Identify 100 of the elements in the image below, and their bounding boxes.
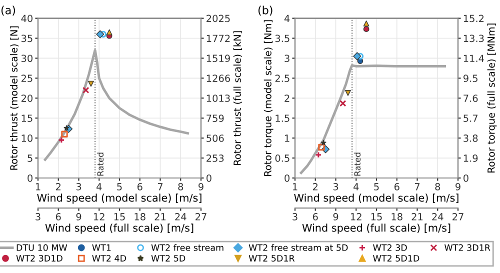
point	[345, 90, 351, 96]
y-tick-label: 25	[21, 74, 32, 82]
y2-tick-label: 1.9	[464, 154, 478, 162]
y-tick-label: 1.5	[276, 114, 290, 122]
x-tick-label: 2	[312, 183, 318, 190]
y-tick-label: 4	[284, 14, 290, 22]
point	[58, 136, 65, 144]
y-tick-label: 2.5	[275, 74, 290, 82]
x2-tick-label: 24	[432, 213, 444, 220]
x2-tick-label: 15	[371, 213, 382, 220]
y-axis-title: Rotor thrust (model scale) [N]	[10, 26, 19, 170]
chart-title: (a)	[1, 6, 16, 16]
x-axis-title: Wind speed (model scale) [m/s]	[294, 194, 458, 204]
point	[64, 125, 70, 131]
y2-tick-label: 5.7	[464, 114, 478, 122]
y-tick-label: 10	[22, 134, 32, 142]
y2-tick-label: 15.2	[464, 14, 484, 22]
point	[88, 80, 94, 87]
chart-title: (b)	[258, 6, 272, 16]
x2-tick-label: 21	[154, 213, 166, 220]
y2-tick-label: 1266	[206, 74, 230, 82]
x-axis-title: Wind speed (model scale) [m/s]	[37, 194, 202, 204]
point	[82, 86, 90, 94]
point	[353, 52, 362, 60]
legend-label: DTU 10 MW	[16, 244, 68, 251]
x-tick-label: 5	[374, 183, 379, 190]
point	[340, 100, 346, 107]
legend-label: WT2 free stream at 5D	[248, 244, 348, 251]
y2-tick-label: 1013	[206, 94, 230, 102]
x2-tick-label: 27	[196, 213, 206, 220]
x2-tick-label: 18	[134, 213, 146, 220]
x2-tick-label: 3	[36, 213, 40, 220]
legend-label: WT2 3D1R	[444, 244, 490, 251]
y-tick-label: 5	[28, 154, 32, 162]
point	[315, 151, 322, 158]
x2-tick-label: 3	[292, 213, 298, 220]
x2-tick-label: 18	[392, 213, 402, 220]
y2-tick-label: 0	[464, 174, 468, 182]
y-tick-label: 3	[284, 54, 290, 62]
x-tick-label: 7	[158, 183, 163, 190]
ref-line-label: Rated	[354, 152, 361, 176]
y-tick-label: 2	[284, 94, 290, 102]
y2-tick-label: 3.8	[464, 134, 478, 142]
y2-tick-label: 1772	[206, 34, 230, 42]
legend-label: WT2 4D	[92, 254, 126, 262]
x-tick-label: 3	[76, 183, 82, 190]
legend-label: WT2 3D1D	[16, 254, 62, 262]
ref-line-label: Rated	[97, 152, 104, 176]
x-tick-label: 1	[36, 183, 40, 190]
legend-label: WT1	[92, 244, 111, 251]
point	[318, 144, 325, 151]
x-tick-label: 6	[394, 183, 400, 190]
y-tick-label: 0	[284, 174, 290, 182]
x2-tick-label: 6	[56, 213, 61, 220]
x-tick-label: 7	[414, 183, 420, 190]
point	[96, 30, 104, 38]
x2-tick-label: 12	[351, 213, 362, 220]
y2-tick-label: 253	[206, 154, 224, 162]
x-tick-label: 8	[435, 183, 440, 190]
point	[363, 26, 370, 32]
y2-tick-label: 759	[206, 114, 224, 122]
legend-label: WT2 5D1D	[373, 254, 420, 262]
y-tick-label: 15	[22, 114, 32, 122]
x2-tick-label: 9	[333, 213, 338, 220]
x-tick-label: 1	[292, 183, 298, 190]
y-tick-label: 40	[21, 14, 32, 22]
point	[61, 130, 68, 138]
x2-tick-label: 15	[114, 213, 125, 220]
y-tick-label: 20	[21, 94, 32, 102]
legend-label: WT2 5D1R	[248, 254, 295, 262]
y-axis-title: Rotor torque (model scale) [Nm]	[264, 20, 274, 176]
y2-tick-label: 7.6	[464, 94, 478, 102]
y2-tick-label: 9.5	[463, 74, 478, 82]
x-tick-label: 8	[178, 183, 184, 190]
x2-tick-label: 27	[452, 213, 464, 220]
y-tick-label: 3.5	[275, 34, 290, 42]
y2-tick-label: 0	[206, 174, 212, 182]
x2-tick-label: 9	[76, 213, 82, 220]
legend-label: WT2 3D	[373, 244, 407, 251]
x2-tick-label: 24	[175, 213, 186, 220]
y2-axis-title: Rotor torque (full scale) [MNm]	[487, 24, 497, 173]
point	[106, 29, 112, 36]
y-tick-label: 35	[22, 34, 32, 42]
x-tick-label: 4	[354, 183, 359, 190]
y-tick-label: 1	[285, 134, 290, 142]
x-tick-label: 6	[137, 183, 142, 190]
point	[320, 140, 326, 146]
legend-label: WT2 5D	[151, 254, 186, 262]
x-tick-label: 3	[333, 183, 338, 190]
x2-tick-label: 21	[412, 213, 423, 220]
y2-tick-label: 13.3	[464, 34, 484, 42]
x2-tick-label: 6	[312, 213, 318, 220]
point	[363, 20, 370, 26]
y-tick-label: 30	[22, 54, 32, 62]
x-tick-label: 9	[198, 183, 204, 190]
legend-label: WT2 free stream	[151, 244, 224, 251]
x-tick-label: 4	[96, 183, 102, 190]
x-tick-label: 9	[456, 183, 460, 190]
line-series	[300, 64, 446, 174]
x2-axis-title: Wind speed (full scale) [m/s]	[45, 224, 194, 234]
